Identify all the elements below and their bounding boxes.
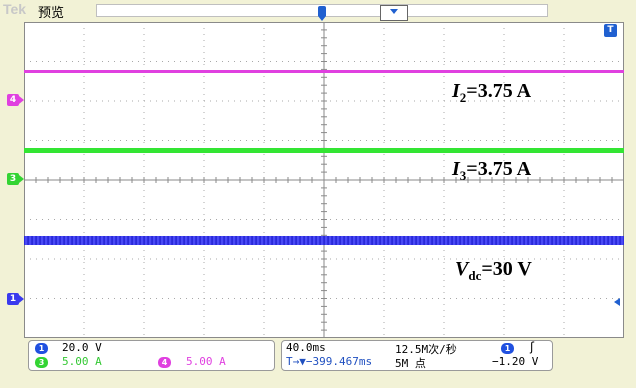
trigger-slope-icon[interactable]: ʃ (530, 340, 535, 354)
annotation-vdc-symbol: V (455, 258, 469, 280)
annotation-i2-symbol: I (452, 80, 460, 102)
annotation-i3-symbol: I (452, 158, 460, 180)
ch3-scale[interactable]: 5.00 A (62, 355, 102, 368)
trigger-position-marker[interactable] (318, 6, 326, 22)
ch3-badge: 3 (35, 357, 48, 368)
trigger-position-arrow-icon (318, 16, 326, 21)
record-trigger-mark-icon (390, 9, 398, 14)
top-status-bar: Tek 预览 (0, 0, 636, 22)
trigger-position-icon (318, 6, 326, 16)
ch1-waveform (24, 236, 624, 245)
ch4-scale[interactable]: 5.00 A (186, 355, 226, 368)
channel-readout-panel[interactable]: 1 20.0 V 3 5.00 A 4 5.00 A (28, 340, 275, 371)
waveform-graticule[interactable] (24, 22, 624, 338)
ch3-waveform (24, 148, 624, 153)
trigger-level[interactable]: −1.20 V (492, 355, 539, 368)
sample-rate: 12.5M次/秒 (395, 343, 457, 356)
annotation-i3: I3=3.75 A (452, 158, 531, 184)
annotation-i2-sub: 2 (459, 90, 467, 105)
ch4-waveform (24, 70, 624, 73)
record-view-window[interactable] (380, 5, 408, 21)
graticule-grid (24, 22, 624, 338)
ch3-ground-marker[interactable]: 3 (7, 173, 24, 185)
ch1-badge: 1 (35, 343, 48, 354)
ch4-badge: 4 (158, 357, 171, 368)
record-length: 5M 点 (395, 357, 426, 370)
ch1-ground-marker[interactable]: 1 (7, 293, 24, 305)
annotation-i2: I2=3.75 A (452, 80, 531, 106)
trigger-level-arrow-icon[interactable] (614, 298, 620, 306)
annotation-vdc-value: =30 V (481, 258, 532, 280)
annotation-i3-sub: 3 (459, 168, 467, 183)
annotation-i2-value: =3.75 A (466, 80, 532, 102)
annotation-vdc: Vdc=30 V (455, 258, 532, 284)
horizontal-delay[interactable]: T→▼−399.467ms (286, 355, 373, 368)
timebase-readout-panel[interactable]: 40.0ms 12.5M次/秒 T→▼−399.467ms 5M 点 1 ʃ −… (281, 340, 553, 371)
brand-logo: Tek (3, 1, 27, 17)
annotation-i3-value: =3.75 A (466, 158, 532, 180)
timebase-scale[interactable]: 40.0ms (286, 341, 326, 354)
acquisition-mode-label: 预览 (38, 6, 65, 21)
ch4-ground-marker[interactable]: 4 (7, 94, 24, 106)
annotation-vdc-sub: dc (468, 268, 482, 283)
trigger-source-badge: 1 (501, 343, 514, 354)
trigger-time-marker[interactable]: T (604, 24, 617, 37)
ch1-scale[interactable]: 20.0 V (62, 341, 102, 354)
